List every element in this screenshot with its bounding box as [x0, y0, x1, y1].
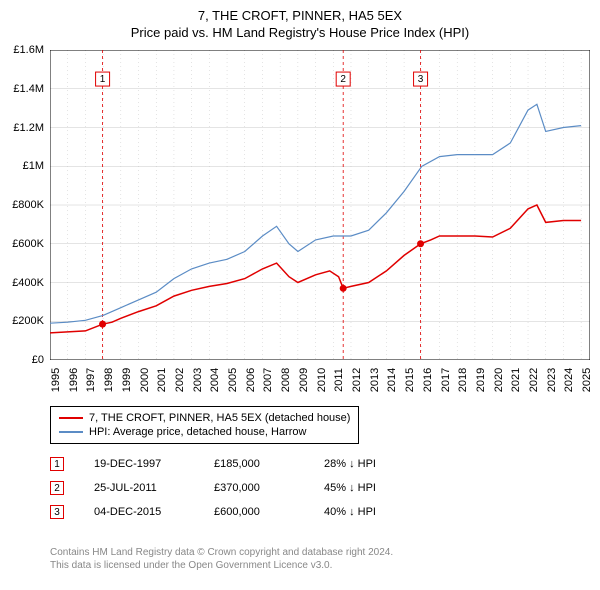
- x-tick-label: 2002: [174, 368, 186, 392]
- chart-title: 7, THE CROFT, PINNER, HA5 5EX Price paid…: [0, 0, 600, 42]
- marker-table-row: 2 25-JUL-2011 £370,000 45% ↓ HPI: [50, 476, 414, 500]
- x-tick-label: 2020: [493, 368, 505, 392]
- y-tick-label: £1.6M: [13, 44, 44, 56]
- marker-date: 25-JUL-2011: [94, 482, 184, 494]
- title-line-1: 7, THE CROFT, PINNER, HA5 5EX: [0, 8, 600, 25]
- legend-item: 7, THE CROFT, PINNER, HA5 5EX (detached …: [59, 411, 350, 425]
- x-tick-label: 1999: [121, 368, 133, 392]
- x-tick-label: 2011: [333, 368, 345, 392]
- x-tick-label: 2018: [457, 368, 469, 392]
- y-tick-label: £600K: [12, 238, 44, 250]
- marker-price: £370,000: [214, 482, 294, 494]
- x-tick-label: 2007: [262, 368, 274, 392]
- y-tick-label: £0: [32, 354, 44, 366]
- x-tick-label: 2009: [298, 368, 310, 392]
- x-tick-label: 2014: [386, 368, 398, 392]
- legend-box: 7, THE CROFT, PINNER, HA5 5EX (detached …: [50, 406, 359, 444]
- x-tick-label: 1997: [85, 368, 97, 392]
- y-tick-label: £1M: [23, 160, 44, 172]
- x-tick-label: 2017: [440, 368, 452, 392]
- marker-number-box: 1: [50, 457, 64, 471]
- x-tick-label: 2012: [351, 368, 363, 392]
- x-tick-label: 2016: [422, 368, 434, 392]
- svg-text:2: 2: [340, 74, 346, 85]
- x-tick-label: 2008: [280, 368, 292, 392]
- x-tick-label: 2019: [475, 368, 487, 392]
- x-tick-label: 2013: [369, 368, 381, 392]
- marker-number-box: 2: [50, 481, 64, 495]
- marker-pct: 40% ↓ HPI: [324, 506, 414, 518]
- x-tick-label: 1998: [103, 368, 115, 392]
- x-tick-label: 2021: [510, 368, 522, 392]
- title-line-2: Price paid vs. HM Land Registry's House …: [0, 25, 600, 42]
- x-tick-label: 2000: [139, 368, 151, 392]
- x-tick-label: 2003: [192, 368, 204, 392]
- legend-item: HPI: Average price, detached house, Harr…: [59, 425, 350, 439]
- x-tick-label: 2023: [546, 368, 558, 392]
- marker-price: £600,000: [214, 506, 294, 518]
- y-tick-label: £200K: [12, 315, 44, 327]
- marker-price: £185,000: [214, 458, 294, 470]
- legend-label: 7, THE CROFT, PINNER, HA5 5EX (detached …: [89, 412, 350, 424]
- svg-text:1: 1: [100, 74, 106, 85]
- y-tick-label: £1.2M: [13, 122, 44, 134]
- marker-date: 19-DEC-1997: [94, 458, 184, 470]
- x-tick-label: 2025: [581, 368, 593, 392]
- plot-area: 1 2 3: [50, 50, 590, 360]
- y-axis: £0£200K£400K£600K£800K£1M£1.2M£1.4M£1.6M: [0, 50, 48, 360]
- marker-date: 04-DEC-2015: [94, 506, 184, 518]
- footer-line-2: This data is licensed under the Open Gov…: [50, 559, 393, 572]
- y-tick-label: £800K: [12, 199, 44, 211]
- x-tick-label: 2024: [563, 368, 575, 392]
- x-tick-label: 2006: [245, 368, 257, 392]
- x-tick-label: 2001: [156, 368, 168, 392]
- footer-attribution: Contains HM Land Registry data © Crown c…: [50, 546, 393, 572]
- x-tick-label: 2004: [209, 368, 221, 392]
- marker-pct: 28% ↓ HPI: [324, 458, 414, 470]
- y-tick-label: £1.4M: [13, 83, 44, 95]
- marker-table: 1 19-DEC-1997 £185,000 28% ↓ HPI 2 25-JUL-201…: [50, 452, 414, 524]
- x-axis: 1995 1996 1997 1998 1999 2000 2001 2002 2003 2004…: [50, 362, 590, 402]
- x-tick-label: 1996: [68, 368, 80, 392]
- marker-table-row: 3 04-DEC-2015 £600,000 40% ↓ HPI: [50, 500, 414, 524]
- legend-swatch: [59, 431, 83, 433]
- legend-swatch: [59, 417, 83, 419]
- footer-line-1: Contains HM Land Registry data © Crown c…: [50, 546, 393, 559]
- y-tick-label: £400K: [12, 277, 44, 289]
- legend-label: HPI: Average price, detached house, Harr…: [89, 426, 306, 438]
- chart-container: 7, THE CROFT, PINNER, HA5 5EX Price paid…: [0, 0, 600, 590]
- x-tick-label: 2005: [227, 368, 239, 392]
- svg-text:3: 3: [418, 74, 424, 85]
- x-tick-label: 2022: [528, 368, 540, 392]
- x-tick-label: 1995: [50, 368, 62, 392]
- x-tick-label: 2015: [404, 368, 416, 392]
- x-tick-label: 2010: [316, 368, 328, 392]
- marker-number-box: 3: [50, 505, 64, 519]
- plot-svg: 1 2 3: [50, 50, 590, 360]
- marker-pct: 45% ↓ HPI: [324, 482, 414, 494]
- marker-table-row: 1 19-DEC-1997 £185,000 28% ↓ HPI: [50, 452, 414, 476]
